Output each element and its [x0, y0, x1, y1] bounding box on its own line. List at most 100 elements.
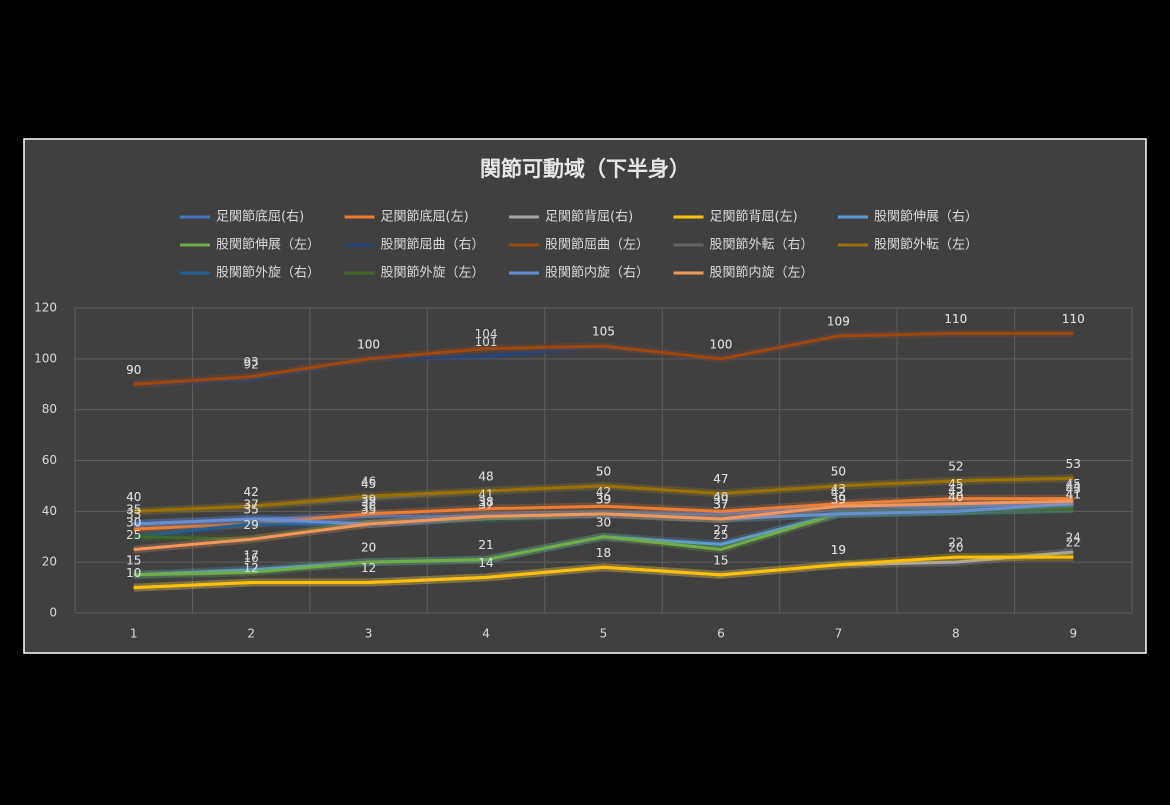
data-label: 110	[1062, 312, 1085, 326]
data-label: 18	[596, 546, 611, 560]
data-label: 47	[713, 472, 728, 486]
legend-label: 足関節底屈(右)	[216, 209, 304, 225]
data-label: 52	[948, 459, 963, 473]
data-label: 105	[592, 325, 615, 339]
data-label: 42	[244, 485, 259, 499]
data-label: 25	[126, 528, 141, 542]
series-line	[133, 555, 1074, 590]
data-label: 20	[948, 541, 963, 555]
data-label: 20	[361, 541, 376, 555]
data-label: 27	[713, 523, 728, 537]
y-tick-label: 80	[42, 402, 57, 416]
data-label: 105	[592, 325, 615, 339]
x-tick-label: 3	[365, 627, 373, 641]
data-label: 39	[596, 492, 611, 506]
data-label: 10	[126, 566, 141, 580]
data-label: 50	[831, 464, 846, 478]
data-label: 40	[948, 490, 963, 504]
series-line	[133, 499, 1074, 551]
data-label: 100	[709, 337, 732, 351]
data-label: 40	[126, 490, 141, 504]
data-label: 21	[478, 538, 493, 552]
data-label: 100	[709, 337, 732, 351]
data-label: 40	[948, 490, 963, 504]
data-label: 12	[244, 561, 259, 575]
legend-label: 股関節屈曲（左）	[545, 238, 649, 253]
data-label: 110	[1062, 312, 1085, 326]
data-label: 39	[596, 492, 611, 506]
data-label: 29	[244, 518, 259, 532]
x-tick-label: 4	[482, 627, 490, 641]
data-label: 39	[361, 492, 376, 506]
data-label: 40	[126, 490, 141, 504]
data-label: 39	[831, 492, 846, 506]
data-label: 12	[361, 561, 376, 575]
data-label: 40	[948, 490, 963, 504]
data-label: 22	[1066, 536, 1081, 550]
data-label: 47	[713, 472, 728, 486]
data-label: 45	[948, 477, 963, 491]
data-label: 15	[713, 553, 728, 567]
x-tick-label: 1	[130, 627, 138, 641]
x-tick-label: 6	[717, 627, 725, 641]
y-tick-label: 100	[34, 351, 57, 365]
legend-label: 股関節外転（右）	[710, 238, 814, 253]
data-label: 15	[713, 553, 728, 567]
data-label: 43	[1066, 482, 1081, 496]
legend-label: 股関節内旋（右）	[545, 265, 649, 281]
legend-label: 股関節伸展（左）	[216, 238, 320, 253]
data-label: 42	[831, 485, 846, 499]
data-label: 38	[478, 495, 493, 509]
data-label: 41	[478, 487, 493, 501]
data-label: 17	[244, 548, 259, 562]
data-label: 48	[478, 470, 493, 484]
y-tick-label: 40	[42, 504, 57, 518]
x-tick-label: 8	[952, 627, 960, 641]
data-label: 101	[475, 335, 498, 349]
data-label: 35	[244, 503, 259, 517]
legend-label: 足関節背屈(左)	[710, 210, 798, 225]
data-label: 45	[361, 477, 376, 491]
data-label: 36	[361, 500, 376, 514]
data-label: 100	[357, 337, 380, 351]
x-tick-label: 9	[1069, 627, 1077, 641]
data-label: 43	[831, 482, 846, 496]
x-tick-label: 7	[835, 627, 843, 641]
data-label: 14	[478, 556, 493, 570]
data-label: 35	[126, 503, 141, 517]
data-label: 42	[596, 485, 611, 499]
data-label: 35	[126, 503, 141, 517]
data-label: 39	[831, 492, 846, 506]
data-label: 42	[948, 485, 963, 499]
data-label: 15	[126, 553, 141, 567]
data-label: 37	[244, 497, 259, 511]
data-label: 52	[948, 459, 963, 473]
data-label: 46	[361, 475, 376, 489]
data-label: 35	[244, 503, 259, 517]
y-tick-label: 60	[42, 453, 57, 467]
data-label: 41	[1066, 487, 1081, 501]
data-label: 14	[478, 556, 493, 570]
legend-label: 足関節底屈(左)	[381, 209, 469, 225]
series-line	[133, 331, 1074, 386]
data-label: 110	[944, 312, 967, 326]
data-label: 43	[1066, 482, 1081, 496]
data-label: 109	[827, 314, 850, 328]
data-label: 39	[596, 492, 611, 506]
data-label: 50	[831, 464, 846, 478]
y-tick-label: 0	[49, 606, 57, 620]
data-label: 19	[831, 543, 846, 557]
data-label: 42	[831, 485, 846, 499]
data-label: 104	[475, 327, 498, 341]
y-tick-label: 20	[42, 555, 57, 569]
legend-label: 股関節外転（左）	[874, 238, 978, 253]
data-label: 90	[126, 363, 141, 377]
data-label: 37	[478, 497, 493, 511]
data-label: 33	[126, 508, 141, 522]
data-label: 38	[361, 495, 376, 509]
data-label: 50	[596, 464, 611, 478]
chart-panel	[23, 138, 1147, 654]
data-label: 109	[827, 314, 850, 328]
data-label: 24	[1066, 531, 1081, 545]
data-label: 30	[596, 515, 611, 529]
